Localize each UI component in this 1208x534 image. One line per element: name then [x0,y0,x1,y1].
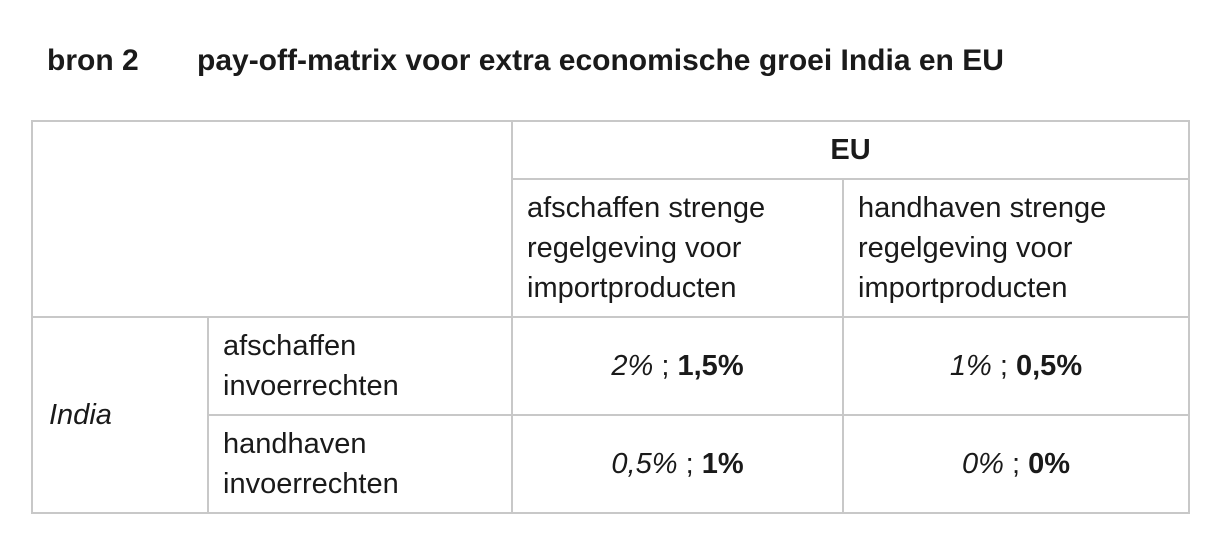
payoff-cell: 2% ; 1,5% [511,316,844,416]
strategy-line: regelgeving voor [527,232,742,264]
payoff-cell: 0,5% ; 1% [511,414,844,514]
payoff-cell: 0% ; 0% [841,414,1191,514]
matrix-row-maintain: handhaven invoerrechten 0,5% ; 1% 0% ; 0… [32,414,1191,514]
india-payoff: 2% [611,349,654,382]
source-title: pay-off-matrix voor extra economische gr… [197,44,1004,77]
india-strategy-maintain: handhaven invoerrechten [207,414,513,514]
payoff-separator: ; [999,349,1008,382]
strategy-line: invoerrechten [223,370,399,402]
india-payoff: 0% [961,447,1004,480]
row-player-india: India [31,316,209,514]
payoff-separator: ; [661,349,670,382]
matrix-row-abolish: India afschaffen invoerrechten 2% ; 1,5%… [31,316,1191,514]
payoff-matrix: EU afschaffen strenge regelgeving voor i… [31,120,1191,514]
strategy-line: importproducten [527,272,737,304]
payoff-separator: ; [685,447,694,480]
payoff-separator: ; [1011,447,1021,480]
column-player-eu: EU [510,120,1191,180]
eu-strategy-maintain: handhaven strenge regelgeving voor impor… [841,178,1191,318]
payoff-cell: 1% ; 0,5% [841,316,1191,416]
source-label: bron 2 [47,44,139,77]
strategy-line: afschaffen [223,330,357,362]
eu-payoff: 0% [1028,447,1071,480]
strategy-line: handhaven strenge [858,192,1107,224]
source-heading: bron 2 pay-off-matrix voor extra economis… [47,44,1004,78]
india-strategy-abolish: afschaffen invoerrechten [207,316,513,416]
eu-strategy-abolish: afschaffen strenge regelgeving voor impo… [511,178,844,318]
india-payoff: 1% [949,349,992,382]
eu-payoff: 1,5% [677,349,744,382]
matrix-strategy-row: afschaffen strenge regelgeving voor impo… [32,178,1191,318]
strategy-line: handhaven [223,428,367,460]
eu-payoff: 0,5% [1016,349,1083,382]
eu-payoff: 1% [701,447,744,480]
strategy-line: importproducten [858,272,1068,304]
strategy-line: regelgeving voor [858,232,1073,264]
matrix-header-row: EU [31,120,1191,318]
strategy-line: afschaffen strenge [527,192,766,224]
empty-corner-cell [31,120,513,318]
india-payoff: 0,5% [611,447,678,480]
strategy-line: invoerrechten [223,468,399,500]
